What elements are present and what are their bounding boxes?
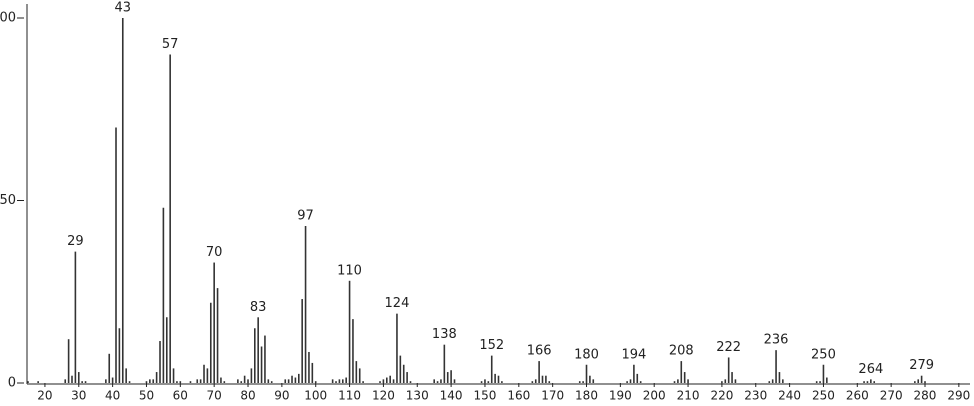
peak-label: 208 [669, 344, 694, 359]
peak-label: 194 [621, 347, 646, 362]
peak-label: 57 [162, 37, 179, 52]
x-tick-label: 80 [240, 389, 255, 403]
x-tick-label: 70 [207, 389, 222, 403]
x-tick-label: 130 [406, 389, 429, 403]
y-tick-label: 100 [0, 11, 16, 26]
peak-label: 264 [858, 362, 883, 377]
x-tick-label: 40 [105, 389, 120, 403]
peak-label: 83 [250, 300, 267, 315]
x-tick-label: 170 [541, 389, 564, 403]
x-tick-label: 110 [338, 389, 361, 403]
x-tick-label: 250 [812, 389, 835, 403]
peak-label: 29 [67, 234, 84, 249]
peak-label: 180 [574, 347, 599, 362]
x-tick-label: 90 [274, 389, 289, 403]
x-tick-label: 100 [304, 389, 327, 403]
peak-label: 166 [527, 344, 552, 359]
x-tick-label: 270 [880, 389, 903, 403]
peak-label: 152 [479, 338, 504, 353]
x-tick-label: 240 [778, 389, 801, 403]
peak-label: 279 [909, 358, 934, 373]
x-tick-label: 60 [173, 389, 188, 403]
peak-label: 250 [811, 347, 836, 362]
x-tick-label: 20 [37, 389, 52, 403]
peak-label: 236 [764, 333, 789, 348]
x-tick-label: 150 [474, 389, 497, 403]
x-tick-label: 260 [846, 389, 869, 403]
peak-label: 222 [716, 340, 741, 355]
peak-label: 110 [337, 263, 362, 278]
x-tick-label: 290 [947, 389, 970, 403]
peak-label: 70 [206, 245, 223, 260]
peak-label: 138 [432, 327, 457, 342]
peak-label: 97 [297, 209, 314, 224]
x-tick-label: 30 [71, 389, 86, 403]
x-tick-label: 120 [372, 389, 395, 403]
y-tick-label: 50 [0, 193, 16, 208]
x-tick-label: 200 [643, 389, 666, 403]
x-tick-label: 280 [914, 389, 937, 403]
x-tick-label: 160 [507, 389, 530, 403]
x-tick-label: 230 [744, 389, 767, 403]
x-tick-label: 190 [609, 389, 632, 403]
x-tick-label: 50 [139, 389, 154, 403]
x-tick-label: 140 [440, 389, 463, 403]
x-tick-label: 220 [710, 389, 733, 403]
y-tick-label: 0 [8, 376, 16, 391]
peak-label: 43 [115, 1, 132, 16]
x-tick-label: 210 [677, 389, 700, 403]
peak-label: 124 [385, 296, 410, 311]
x-tick-label: 180 [575, 389, 598, 403]
